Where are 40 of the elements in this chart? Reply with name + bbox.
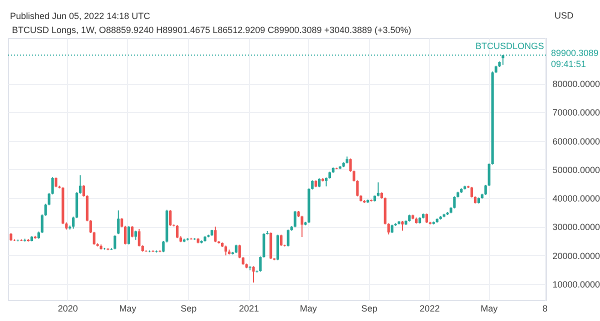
candlestick (300, 215, 304, 238)
y-tick-label: 20000.0000 (552, 250, 600, 261)
candlestick (114, 234, 116, 250)
candlestick (127, 226, 130, 245)
candlestick (224, 245, 228, 256)
x-tick-label: 2020 (58, 304, 78, 314)
text: Published Jun 05, 2022 14:18 UTC (10, 11, 150, 21)
y-tick-label: 50000.0000 (552, 164, 600, 175)
x-tick-label: Sep (180, 304, 197, 314)
x-tick-label: May (480, 304, 498, 314)
y-tick-label: 30000.0000 (552, 222, 600, 232)
x-tick-label: May (300, 304, 318, 314)
candlestick (294, 210, 296, 228)
candlestick (54, 176, 58, 188)
text: 89900.3089 (551, 48, 599, 58)
y-axis-title: USD (554, 10, 574, 20)
x-tick-label: 2021 (239, 304, 260, 314)
x-tick-label: Sep (361, 304, 378, 314)
candlestick (117, 210, 120, 235)
ref-line-label: BTCUSDLONGS (475, 41, 544, 52)
y-tick-label: 80000.0000 (552, 79, 600, 90)
candlestick (280, 234, 283, 246)
candlestick (453, 196, 456, 209)
x-tick-label: 2022 (420, 304, 440, 314)
y-tick-label: 10000.0000 (552, 279, 600, 290)
candlestick (252, 266, 255, 284)
candlestick (425, 213, 428, 224)
candlestick (176, 224, 179, 239)
y-tick-label: 60000.0000 (552, 136, 600, 146)
x-tick-label: May (119, 304, 137, 314)
candlestick (286, 229, 290, 247)
chart-title: BTCUSD Longs, 1W, O88859.9240 H89901.4675 L86512.9209 C89900.3089 +3040.3889 (+3.50%) (12, 25, 412, 35)
candlestick (169, 210, 172, 226)
candlestick (401, 220, 404, 232)
candlestick (130, 226, 134, 238)
text: 09:41:51 (551, 59, 586, 70)
y-tick-label: 70000.0000 (552, 108, 600, 118)
y-tick-label: 40000.0000 (552, 194, 600, 204)
candlestick (214, 226, 217, 243)
x-tick-label: 8 (542, 304, 548, 314)
